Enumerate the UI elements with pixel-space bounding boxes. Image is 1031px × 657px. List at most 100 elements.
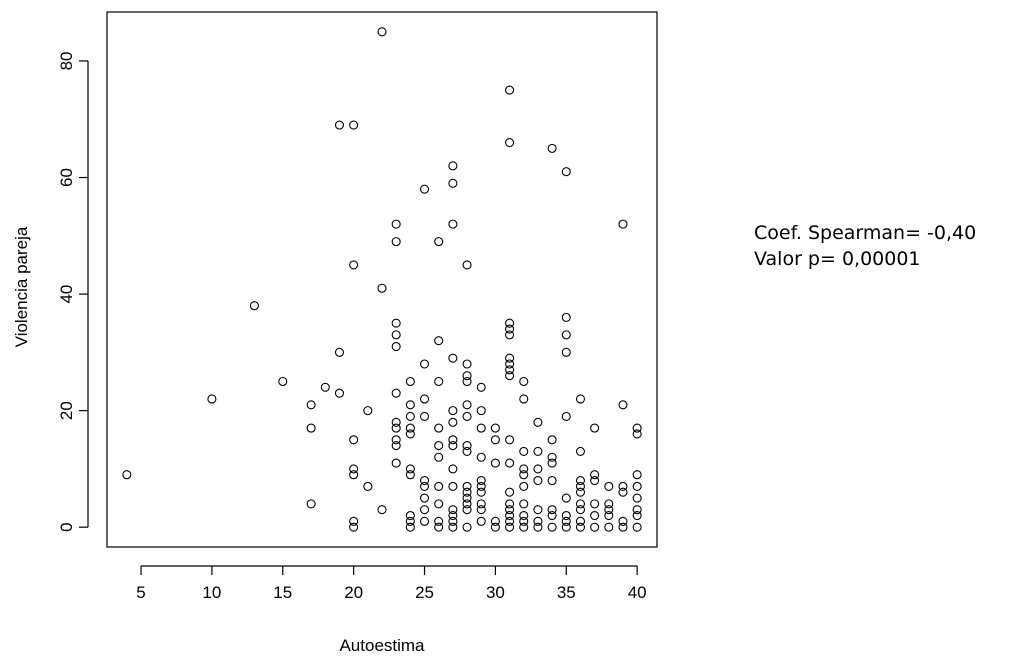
data-point (590, 423, 600, 433)
data-point (505, 510, 515, 521)
data-point (419, 505, 430, 515)
data-point (505, 505, 515, 515)
data-point (632, 481, 642, 491)
data-point (377, 27, 387, 37)
data-point (505, 435, 515, 445)
data-point (207, 394, 217, 404)
data-point (547, 510, 557, 521)
data-point (519, 510, 529, 521)
data-points (122, 27, 642, 532)
data-point (405, 464, 415, 474)
data-point (505, 522, 515, 532)
y-tick-label: 20 (57, 401, 76, 420)
data-point (575, 476, 586, 486)
data-point (575, 394, 586, 404)
data-point (419, 394, 430, 404)
data-point (462, 411, 472, 422)
data-point (405, 522, 415, 532)
data-point (490, 522, 500, 532)
x-tick-label: 20 (344, 583, 363, 602)
x-tick-label: 40 (628, 583, 647, 602)
data-point (476, 382, 486, 392)
data-point (434, 481, 444, 491)
data-point (349, 516, 359, 526)
data-point (632, 470, 642, 480)
data-point (391, 435, 401, 445)
data-point (391, 237, 401, 247)
data-point (476, 423, 486, 433)
p-value-annotation: Valor p= 0,00001 (754, 248, 921, 270)
data-point (419, 411, 430, 422)
data-point (334, 388, 345, 398)
data-point (490, 516, 500, 526)
data-point (391, 318, 401, 328)
data-point (618, 219, 628, 229)
data-point (448, 417, 458, 427)
data-point (391, 388, 401, 398)
data-point (561, 312, 571, 322)
data-point (448, 522, 458, 532)
data-point (519, 446, 529, 456)
data-point (632, 429, 642, 439)
data-point (349, 470, 359, 480)
data-point (476, 505, 486, 515)
data-point (391, 423, 401, 433)
data-point (604, 522, 614, 532)
data-point (505, 516, 515, 526)
data-point (547, 522, 557, 532)
data-point (405, 411, 415, 422)
data-point (505, 85, 515, 95)
data-point (448, 481, 458, 491)
data-point (448, 178, 458, 188)
data-point (590, 476, 600, 486)
data-point (561, 522, 571, 532)
data-point (575, 446, 586, 456)
x-axis: 5 10 15 20 25 30 35 40 (136, 565, 647, 602)
y-tick-label: 80 (57, 51, 76, 70)
data-point (519, 470, 529, 480)
data-point (575, 505, 586, 515)
data-point (320, 382, 330, 392)
data-point (349, 260, 359, 270)
data-point (306, 400, 316, 410)
data-point (604, 510, 614, 521)
data-point (405, 376, 415, 387)
data-point (561, 516, 571, 526)
data-point (462, 371, 472, 381)
data-point (349, 522, 359, 532)
data-point (632, 505, 642, 515)
data-point (249, 301, 259, 311)
data-point (476, 481, 486, 491)
data-point (533, 505, 543, 515)
data-point (490, 423, 500, 433)
data-point (462, 441, 472, 451)
x-axis-label: Autoestima (339, 636, 425, 655)
data-point (575, 481, 586, 491)
data-point (462, 446, 472, 456)
data-point (505, 499, 515, 509)
data-point (306, 499, 316, 509)
data-point (561, 167, 571, 177)
data-point (519, 516, 529, 526)
data-point (462, 487, 472, 497)
data-point (462, 499, 472, 509)
data-point (632, 423, 642, 433)
data-point (462, 481, 472, 491)
data-point (405, 429, 415, 439)
data-point (434, 376, 444, 387)
data-point (434, 237, 444, 247)
data-point (476, 406, 486, 416)
data-point (377, 505, 387, 515)
x-tick-label: 35 (557, 583, 576, 602)
y-axis-label: Violencia pareja (12, 226, 31, 347)
x-tick-label: 10 (202, 583, 221, 602)
data-point (476, 476, 486, 486)
data-point (519, 376, 529, 387)
data-point (547, 435, 557, 445)
data-point (391, 330, 401, 340)
y-tick-label: 60 (57, 168, 76, 187)
x-tick-label: 15 (273, 583, 292, 602)
data-point (448, 516, 458, 526)
data-point (590, 510, 600, 521)
data-point (533, 522, 543, 532)
